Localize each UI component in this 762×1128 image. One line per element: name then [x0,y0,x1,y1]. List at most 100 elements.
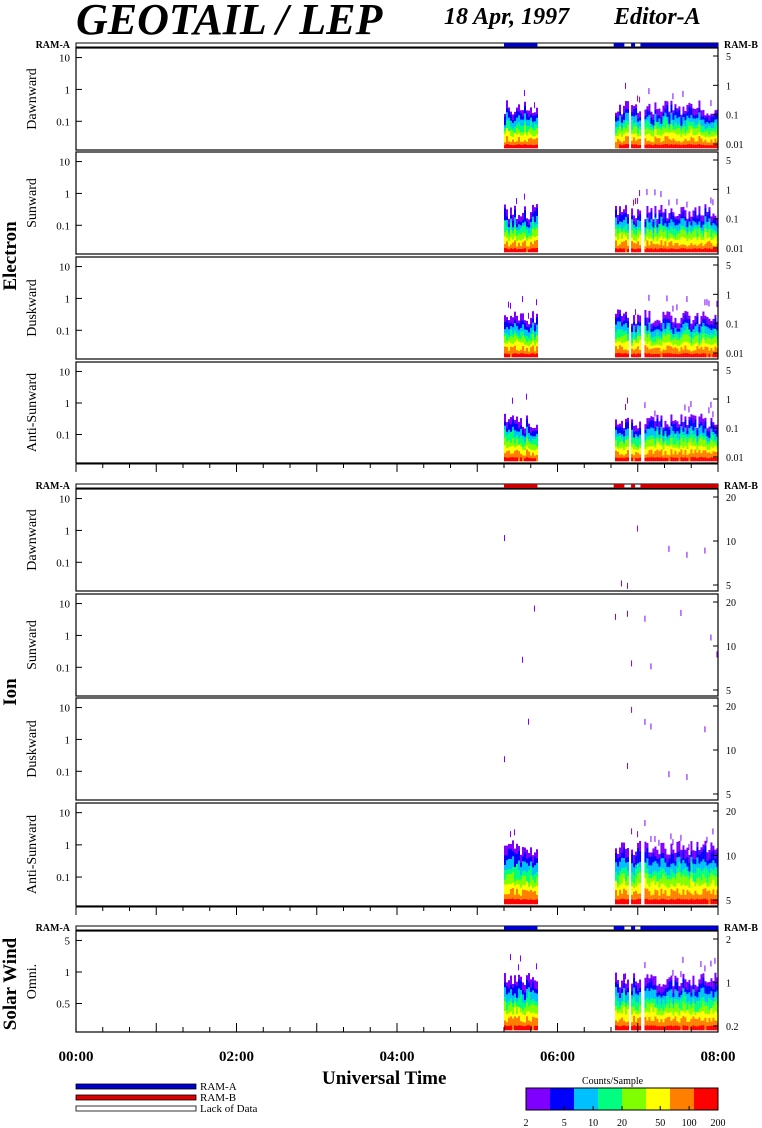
spectrogram-cell [680,899,683,905]
spectrogram-cell [684,446,687,451]
spectrogram-cell [530,899,532,905]
spectrogram-cell [516,322,518,327]
spectrogram-cell [662,433,665,437]
spectrogram-cell [637,433,640,437]
spectrogram-cell [672,997,675,1002]
spectrogram-cell [514,338,516,343]
spectrogram-cell [506,850,508,856]
spectrogram-cell [524,323,526,327]
spectrogram-cell [692,872,695,878]
spectrogram-cell [686,137,689,142]
spectrogram-cell [676,872,679,879]
spectrogram-cell [524,217,526,222]
spectrogram-cell [514,236,516,241]
spectrogram-cell [631,454,634,458]
spectrogram-cell [708,131,711,135]
spectrogram-cell [518,983,520,989]
spectrogram-cell [676,424,679,429]
spectrogram-cell [706,882,709,888]
spectrogram-cell [526,229,528,233]
spectrogram-cell [704,216,707,221]
spectrogram-cell [658,451,661,455]
spectrogram-cell [696,990,699,994]
spectrogram-cell [658,124,661,129]
spectrogram-cell [530,124,532,128]
spectrogram-cell [621,852,624,859]
spectrogram-cell [644,986,647,992]
spectrogram-cell [692,323,695,327]
spectrogram-cell [621,245,624,249]
spectrogram-cell [700,433,703,438]
spectrogram-cell [524,140,526,145]
spectrogram-cell [639,210,642,215]
spectrogram-cell [635,452,638,456]
spectrogram-cell [528,249,530,253]
spectrogram-cell [690,348,693,352]
spectrogram-cell [668,311,671,316]
spectrogram-cell [654,454,657,458]
spectrogram-cell [644,878,647,884]
spectrogram-cell [534,248,536,253]
spectrogram-cell [637,441,640,445]
spectrogram-cell [637,455,640,459]
spectrogram-cell [522,331,524,336]
spectrogram-cell [698,899,701,905]
spectrogram-cell [516,235,518,239]
spectrogram-cell [512,866,514,873]
spectrogram-cell [676,434,679,439]
spectrogram-cell [672,333,675,338]
spectrogram-cell [617,141,620,146]
spectrogram-cell [660,990,663,995]
spectrogram-cell [637,888,640,895]
spectrogram-cell [625,345,628,350]
spectrogram-cell [696,124,699,129]
spectrogram-cell [686,1013,689,1019]
spectrogram-cell [621,997,624,1002]
spectrogram-cell [508,218,510,222]
spectrogram-cell [617,129,620,134]
spectrogram-cell [696,239,699,244]
spectrogram-cell [688,114,691,119]
spectrogram-cell [536,445,538,450]
spectrogram-cell [615,986,618,993]
spectrogram-cell [528,324,530,328]
spectrogram-cell [623,447,626,451]
spectrogram-cell [682,327,685,332]
spectrogram-cell [621,343,624,348]
spectrogram-cell [694,144,697,149]
spectrogram-cell [694,445,697,450]
spectrogram-cell [615,136,618,140]
spectrogram-cell [532,999,534,1004]
spectrogram-cell [506,223,508,228]
spectrogram-cell [536,353,538,358]
spectrogram-cell [698,1000,701,1005]
spectrogram-cell [700,116,703,121]
spectrogram-cell [639,234,642,239]
data-speck [686,296,688,303]
spectrogram-cell [696,236,699,241]
spectrogram-cell [520,240,522,244]
spectrogram-cell [514,899,516,905]
spectrogram-cell [524,117,526,122]
spectrogram-cell [625,216,628,222]
spectrogram-cell [644,227,647,231]
spectrogram-cell [708,137,711,141]
spectrogram-cell [631,348,634,352]
spectrogram-cell [652,439,655,444]
spectrogram-cell [702,1006,705,1012]
spectrogram-cell [700,245,703,250]
spectrogram-cell [534,427,536,431]
spectrogram-cell [514,890,516,896]
spectrogram-cell [508,1009,510,1014]
spectrogram-cell [700,339,703,344]
spectrogram-cell [672,1004,675,1009]
spectrogram-cell [650,979,653,985]
y-tick-label: 0.1 [56,872,70,884]
spectrogram-cell [524,455,526,459]
spectrogram-cell [516,449,518,454]
spectrogram-cell [706,323,709,328]
spectrogram-cell [508,114,510,118]
spectrogram-cell [623,455,626,459]
spectrogram-cell [672,235,675,240]
spectrogram-cell [530,894,532,900]
